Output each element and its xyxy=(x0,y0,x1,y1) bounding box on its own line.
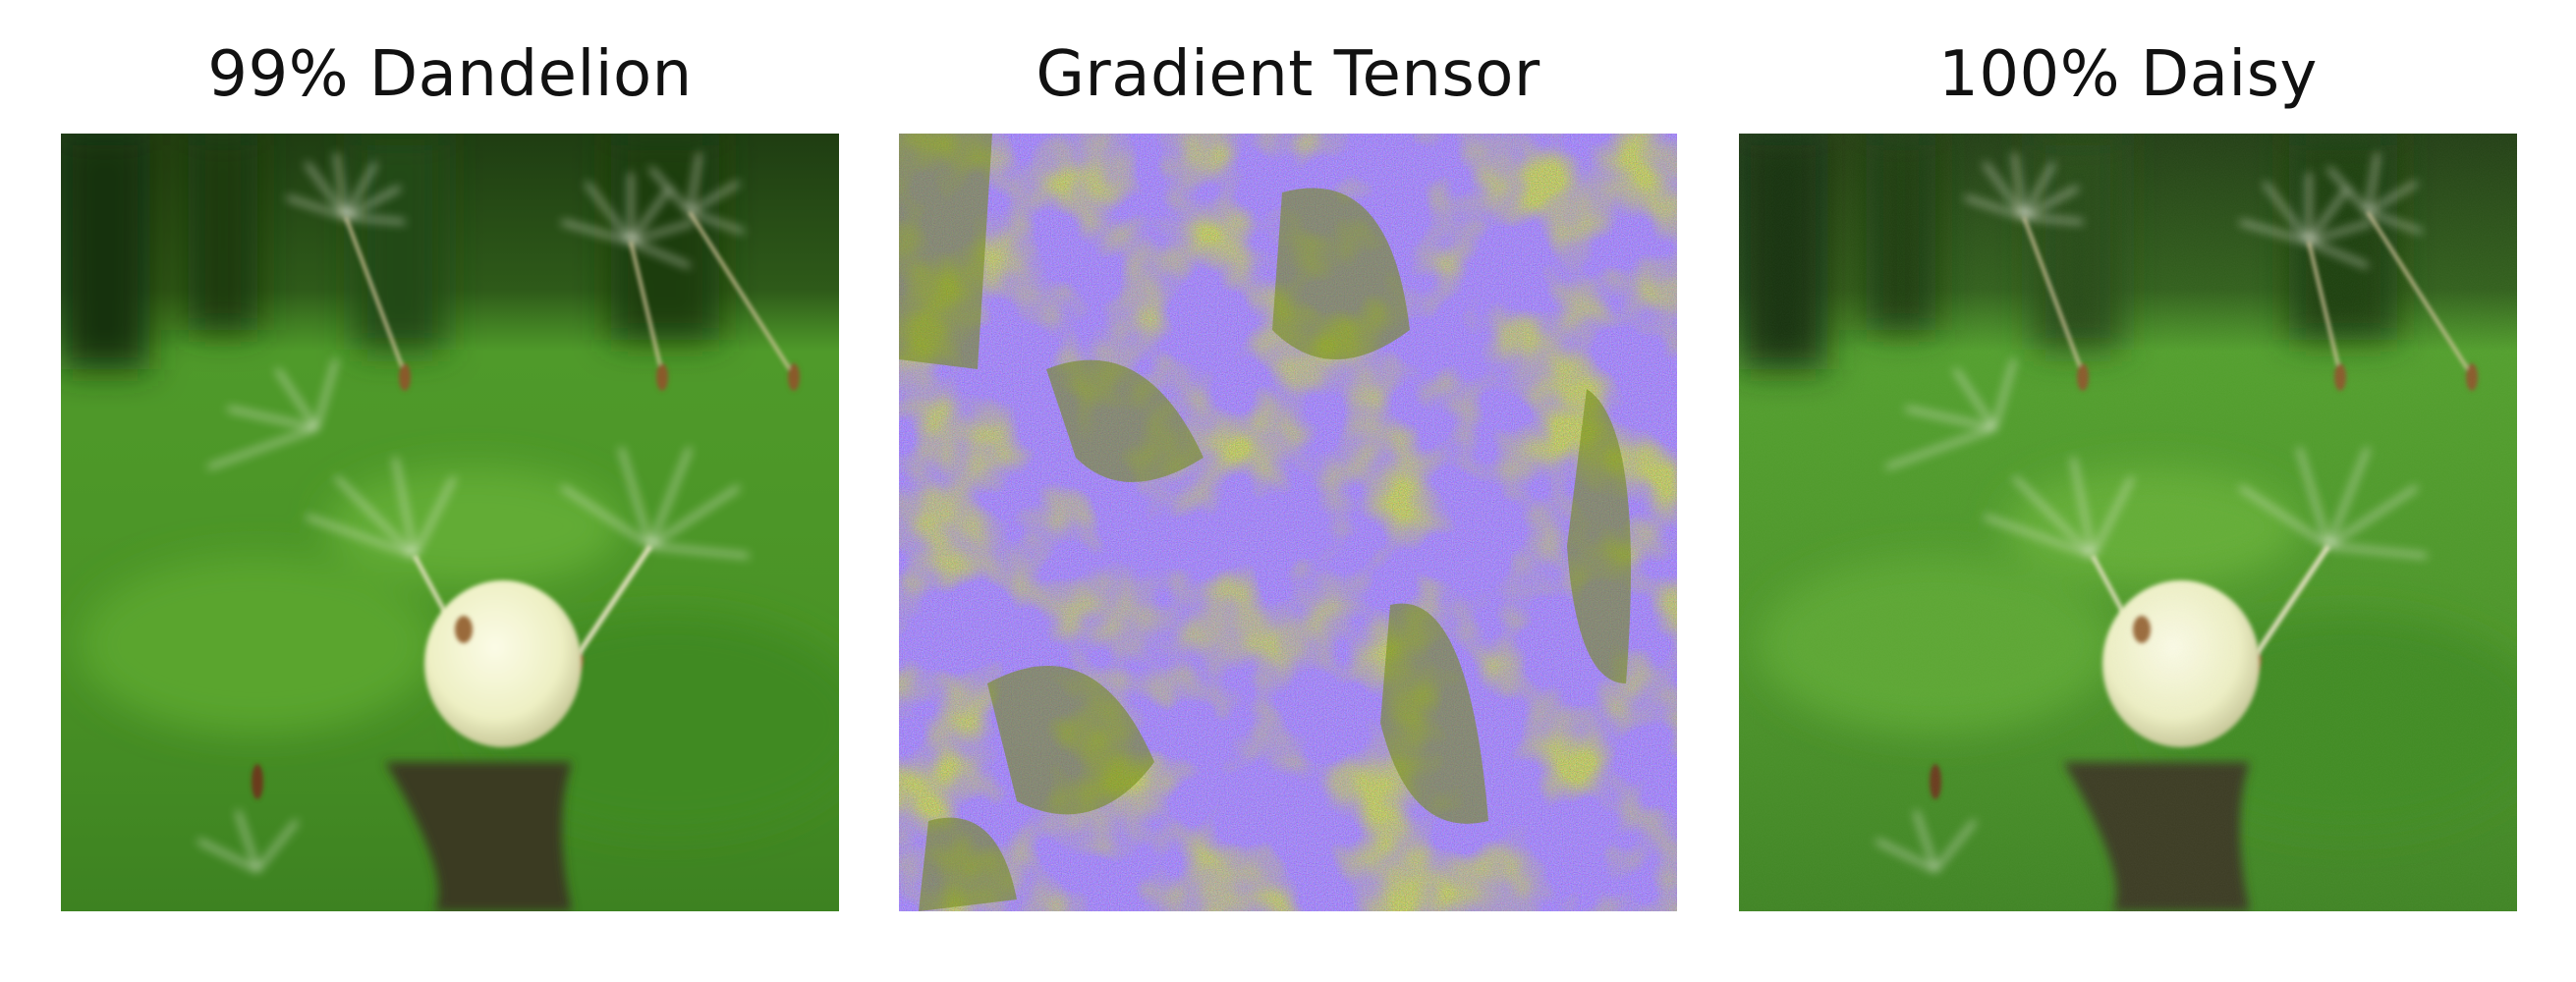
perturbation-grain xyxy=(1739,134,2517,911)
panel-title-gradient: Gradient Tensor xyxy=(899,35,1677,114)
panel-original: 99% Dandelion xyxy=(61,0,839,982)
gradient-noise-svg xyxy=(899,134,1677,911)
dandelion-photo-svg xyxy=(61,134,839,911)
dandelion-photo xyxy=(61,134,839,911)
gradient-noise-map xyxy=(899,134,1677,911)
panel-title-adversarial: 100% Daisy xyxy=(1739,35,2517,114)
panel-gradient: Gradient Tensor xyxy=(899,0,1677,982)
panel-adversarial: 100% Daisy xyxy=(1739,0,2517,982)
panel-title-original: 99% Dandelion xyxy=(61,35,839,114)
dandelion-perturbed-svg xyxy=(1739,134,2517,911)
dandelion-photo-perturbed xyxy=(1739,134,2517,911)
